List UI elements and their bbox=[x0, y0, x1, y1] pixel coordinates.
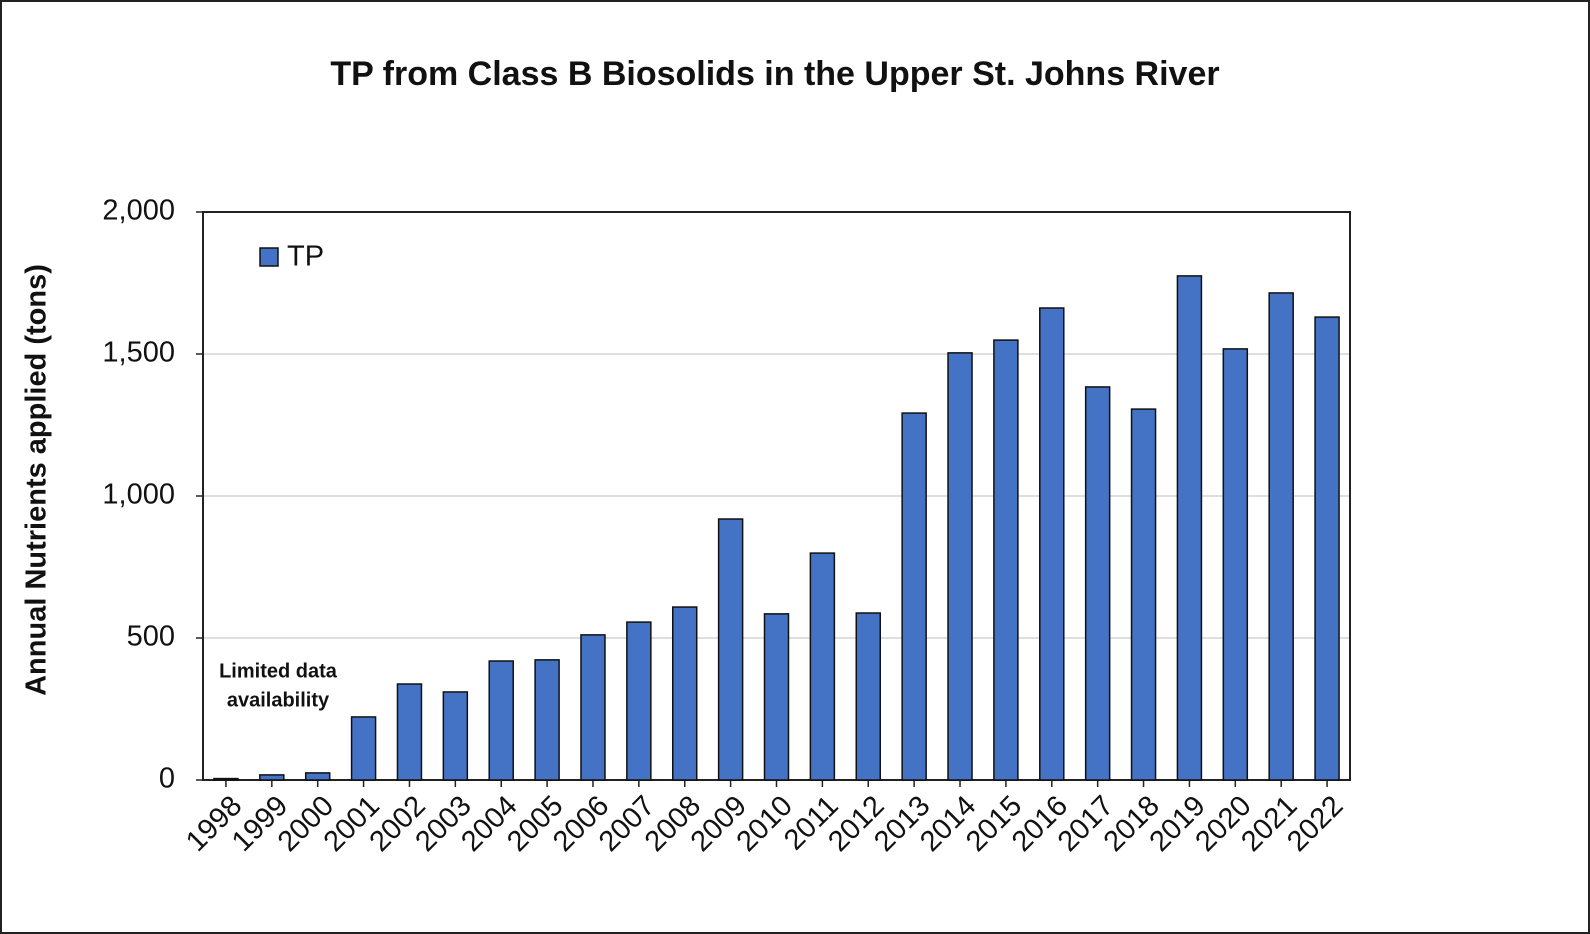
bar bbox=[809, 552, 836, 781]
annotation: availability bbox=[227, 689, 330, 711]
legend-label: TP bbox=[287, 241, 324, 273]
y-tick-label: 1,500 bbox=[102, 337, 175, 369]
y-tick-label: 2,000 bbox=[102, 195, 175, 227]
bar bbox=[396, 683, 423, 781]
bar bbox=[626, 621, 652, 781]
bar bbox=[580, 634, 606, 781]
bar bbox=[901, 412, 927, 781]
y-tick-label: 1,000 bbox=[102, 479, 175, 511]
bar bbox=[1176, 275, 1203, 781]
bar bbox=[763, 613, 790, 781]
annotation: Limited data bbox=[219, 660, 338, 682]
bar bbox=[1222, 348, 1249, 781]
bar bbox=[993, 339, 1019, 781]
bar bbox=[350, 716, 377, 781]
bar bbox=[442, 691, 469, 781]
bar bbox=[671, 606, 698, 781]
bar bbox=[717, 518, 744, 781]
y-axis-label: Annual Nutrients applied (tons) bbox=[21, 264, 53, 696]
bar bbox=[855, 612, 882, 781]
bar bbox=[259, 774, 285, 781]
bar bbox=[534, 659, 560, 781]
chart-title: TP from Class B Biosolids in the Upper S… bbox=[330, 55, 1219, 93]
bar bbox=[1268, 292, 1294, 781]
legend-swatch bbox=[259, 247, 279, 267]
bar bbox=[947, 352, 973, 781]
bar bbox=[1084, 386, 1111, 781]
bar bbox=[1314, 316, 1340, 781]
bar bbox=[213, 777, 239, 781]
y-tick-label: 500 bbox=[127, 621, 175, 653]
bar bbox=[488, 660, 514, 781]
bar bbox=[1130, 408, 1157, 781]
y-tick-label: 0 bbox=[159, 763, 175, 795]
bar bbox=[304, 772, 331, 781]
bar bbox=[1039, 307, 1065, 781]
